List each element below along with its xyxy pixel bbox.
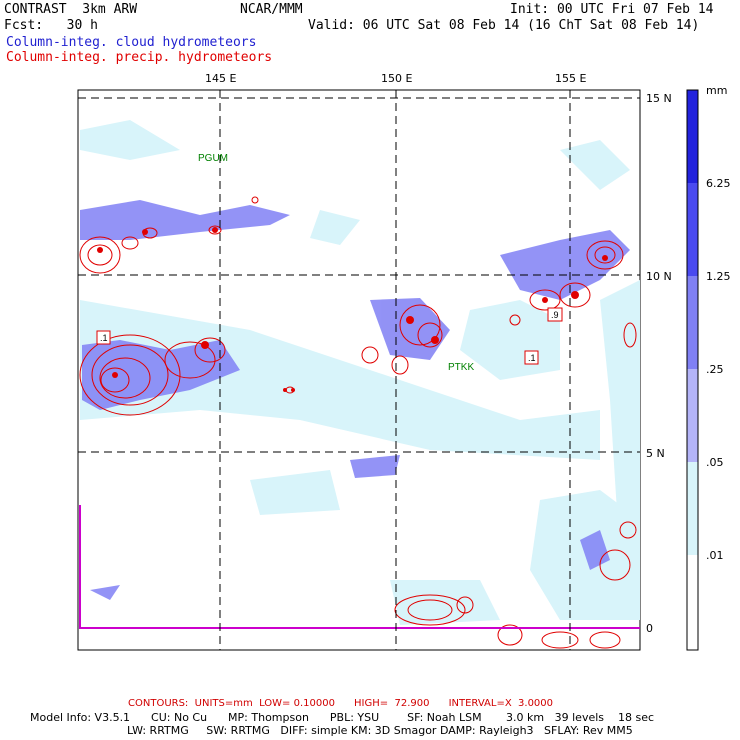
coastline <box>79 505 640 629</box>
colorbar-label: .01 <box>706 549 724 562</box>
contour-label-box: .9 <box>547 307 563 322</box>
lat-label: 10 N <box>646 270 672 283</box>
colorbar-label: 6.25 <box>706 177 731 190</box>
field-label-cloud: Column-integ. cloud hydrometeors <box>6 35 257 50</box>
forecast-hour: Fcst: 30 h <box>4 18 98 33</box>
colorbar-swatch <box>687 276 698 369</box>
cloud-field-mid <box>80 200 630 600</box>
station-label-ptkk: PTKK <box>448 362 474 373</box>
cloud-field-light <box>80 120 640 625</box>
colorbar-swatch <box>687 369 698 462</box>
colorbar-label: .05 <box>706 456 724 469</box>
contour-label: .9 <box>551 310 559 320</box>
valid-time: Valid: 06 UTC Sat 08 Feb 14 (16 ChT Sat … <box>308 18 700 33</box>
lat-label: 5 N <box>646 447 665 460</box>
forecast-map: 145 E 150 E 155 E 15 N 10 N 5 N 0 PGUM P… <box>77 72 731 651</box>
colorbar-swatch <box>687 462 698 555</box>
field-label-precip: Column-integ. precip. hydrometeors <box>6 50 273 65</box>
contour-label: .1 <box>528 353 536 363</box>
lat-label: 15 N <box>646 92 672 105</box>
contour-label: .1 <box>100 333 108 343</box>
init-time: Init: 00 UTC Fri 07 Feb 14 <box>510 2 714 17</box>
contour-label-box: .1 <box>524 350 539 365</box>
model-info: Model Info: V3.5.1 CU: No Cu MP: Thompso… <box>30 711 655 724</box>
colorbar-swatch <box>687 90 698 183</box>
contours-info: CONTOURS: UNITS=mm LOW= 0.10000 HIGH= 72… <box>128 698 554 709</box>
station-label-pgum: PGUM <box>198 153 228 164</box>
colorbar: mm 6.25 1.25 .25 .05 .01 <box>686 84 731 651</box>
contour-label-box: .1 <box>96 330 111 345</box>
model-title: CONTRAST 3km ARW <box>4 2 138 17</box>
lat-label: 0 <box>646 622 653 635</box>
lat-lon-grid <box>78 90 640 650</box>
lon-label: 155 E <box>555 72 586 85</box>
lon-label: 150 E <box>381 72 412 85</box>
precip-cores <box>97 227 608 392</box>
colorbar-unit: mm <box>706 84 727 97</box>
colorbar-swatch <box>687 183 698 276</box>
colorbar-swatch <box>687 555 698 650</box>
precip-contours <box>79 196 637 649</box>
lon-label: 145 E <box>205 72 236 85</box>
colorbar-label: .25 <box>706 363 724 376</box>
organization-label: NCAR/MMM <box>240 2 303 17</box>
colorbar-label: 1.25 <box>706 270 731 283</box>
physics-info: LW: RRTMG SW: RRTMG DIFF: simple KM: 3D … <box>127 724 633 737</box>
